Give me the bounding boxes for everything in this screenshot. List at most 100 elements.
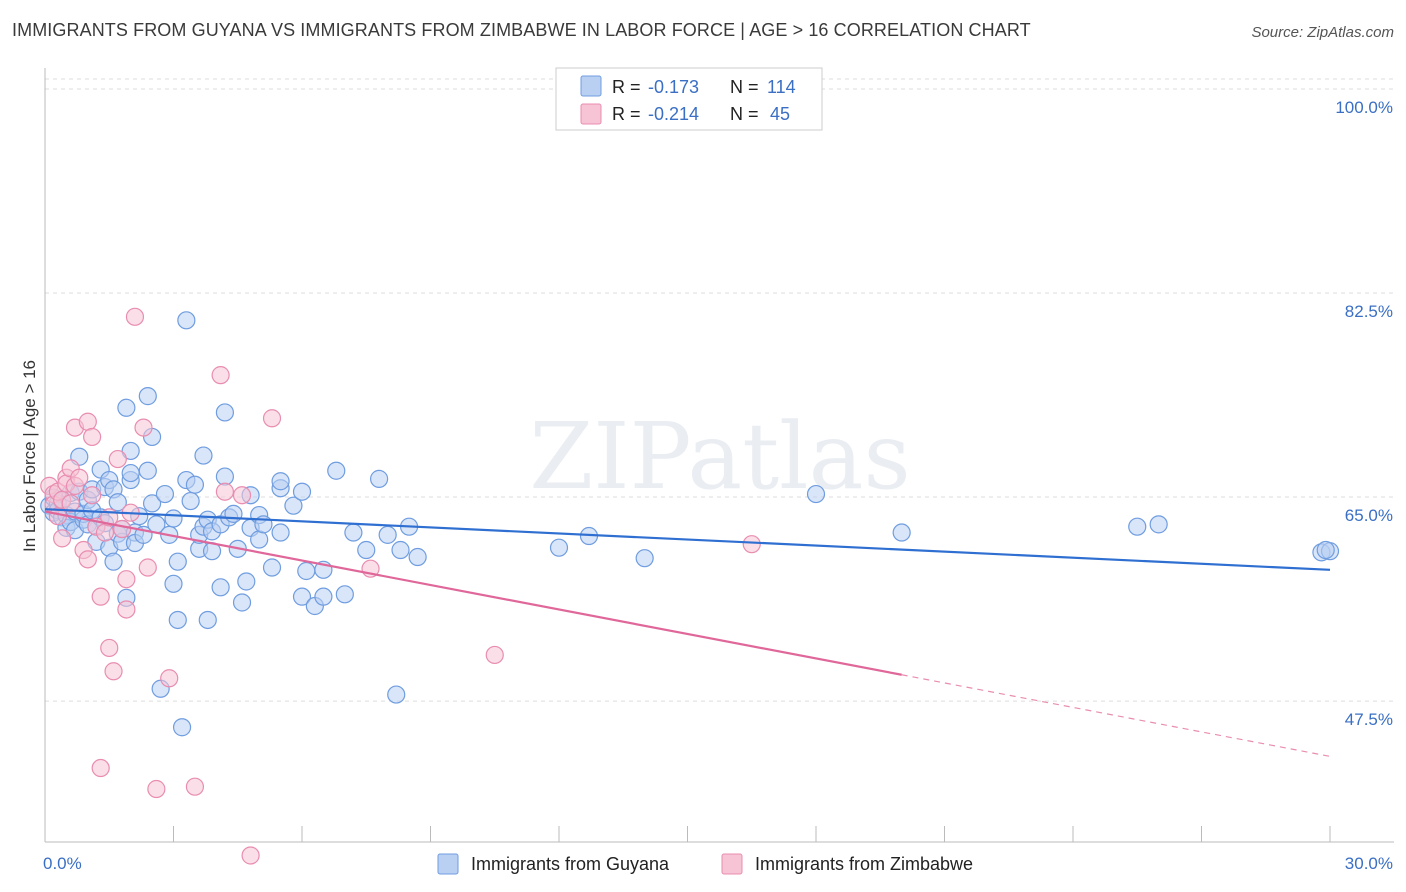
- data-point: [1149, 515, 1168, 534]
- data-point: [138, 387, 157, 406]
- legend-swatch-guyana: [580, 75, 602, 97]
- data-point: [335, 585, 354, 604]
- data-point: [742, 535, 761, 554]
- data-point: [215, 482, 234, 501]
- data-point: [1128, 517, 1147, 536]
- data-point: [142, 494, 162, 513]
- data-point: [164, 509, 183, 528]
- data-point: [892, 523, 911, 542]
- data-point: [194, 446, 213, 465]
- data-point: [104, 552, 123, 571]
- data-point: [215, 467, 234, 486]
- data-point: [91, 758, 110, 778]
- trend-line-zimbabwe: [44, 510, 902, 676]
- data-point: [164, 574, 183, 593]
- data-point: [134, 418, 153, 437]
- data-point: [160, 669, 179, 688]
- chart-title: IMMIGRANTS FROM GUYANA VS IMMIGRANTS FRO…: [12, 20, 1031, 40]
- data-point: [108, 449, 127, 469]
- data-point: [211, 578, 230, 597]
- data-point: [198, 610, 217, 630]
- data-point: [138, 461, 157, 480]
- y-tick-label: 100.0%: [1335, 98, 1393, 117]
- data-point: [237, 572, 256, 591]
- data-point: [262, 558, 282, 577]
- data-point: [314, 587, 333, 606]
- data-point: [70, 468, 89, 487]
- legend-r-value-guyana: -0.173: [648, 77, 699, 97]
- data-point: [108, 493, 127, 512]
- data-point: [147, 779, 166, 799]
- data-point: [806, 484, 826, 504]
- data-point: [271, 472, 290, 491]
- series-legend-swatch-zimbabwe: [721, 853, 743, 875]
- data-point: [168, 552, 187, 571]
- data-point: [485, 645, 504, 665]
- series-zimbabwe-points: [40, 307, 761, 865]
- data-point: [117, 398, 136, 417]
- data-point: [391, 540, 410, 560]
- data-point: [78, 412, 97, 431]
- data-point: [408, 547, 427, 567]
- data-point: [121, 441, 140, 461]
- y-tick-label: 47.5%: [1345, 710, 1393, 729]
- data-point: [327, 461, 346, 480]
- series-legend-label-zimbabwe: Immigrants from Zimbabwe: [755, 854, 973, 874]
- legend-n-label-zimbabwe: N =: [730, 104, 759, 124]
- y-tick-labels: 100.0% 82.5% 65.0% 47.5%: [1335, 98, 1393, 729]
- data-point: [378, 525, 397, 544]
- x-tick-labels: 0.0% 30.0%: [43, 854, 1393, 873]
- x-tick-label: 30.0%: [1345, 854, 1393, 873]
- data-point: [387, 685, 406, 704]
- data-point: [78, 550, 97, 569]
- series-guyana-points: [40, 311, 1340, 737]
- trend-line-zimbabwe-extension: [901, 674, 1331, 757]
- legend-n-value-guyana: 114: [767, 77, 796, 97]
- data-point: [155, 484, 175, 504]
- data-point: [284, 496, 303, 515]
- data-point: [117, 570, 136, 589]
- data-point: [292, 587, 312, 606]
- trend-line-guyana: [44, 508, 1331, 571]
- data-point: [104, 662, 123, 681]
- data-point: [125, 307, 145, 326]
- data-point: [241, 846, 260, 865]
- source-credit: Source: ZipAtlas.com: [1251, 24, 1394, 41]
- data-point: [271, 523, 290, 542]
- legend-n-label-guyana: N =: [730, 77, 759, 97]
- data-point: [61, 494, 80, 513]
- data-point: [172, 718, 192, 737]
- data-point: [1316, 540, 1335, 560]
- data-point: [121, 463, 140, 483]
- series-legend: Immigrants from Guyana Immigrants from Z…: [437, 853, 973, 875]
- stats-legend: R = -0.173 N = 114 R = -0.214 N = 45: [555, 67, 823, 131]
- data-point: [117, 600, 136, 619]
- legend-r-label-guyana: R =: [612, 77, 641, 97]
- data-point: [224, 504, 243, 523]
- data-point: [177, 311, 196, 330]
- data-point: [370, 469, 389, 488]
- data-point: [112, 519, 132, 539]
- data-point: [232, 486, 252, 505]
- data-point: [357, 540, 376, 560]
- legend-swatch-zimbabwe: [580, 103, 602, 125]
- watermark: ZIPatlas: [529, 403, 910, 510]
- data-point: [232, 593, 252, 612]
- axes: [44, 68, 1394, 843]
- data-point: [91, 587, 110, 606]
- data-point: [53, 529, 72, 548]
- data-point: [83, 486, 102, 505]
- data-point: [297, 561, 316, 581]
- data-point: [215, 403, 234, 422]
- data-point: [138, 558, 157, 577]
- y-axis-label: In Labor Force | Age > 16: [20, 360, 39, 552]
- data-point: [250, 530, 269, 549]
- y-tick-label: 82.5%: [1345, 302, 1393, 321]
- data-point: [211, 366, 230, 385]
- data-point: [100, 638, 119, 658]
- x-tick-label: 0.0%: [43, 854, 82, 873]
- data-point: [83, 427, 102, 447]
- data-point: [185, 777, 205, 796]
- data-point: [549, 538, 569, 557]
